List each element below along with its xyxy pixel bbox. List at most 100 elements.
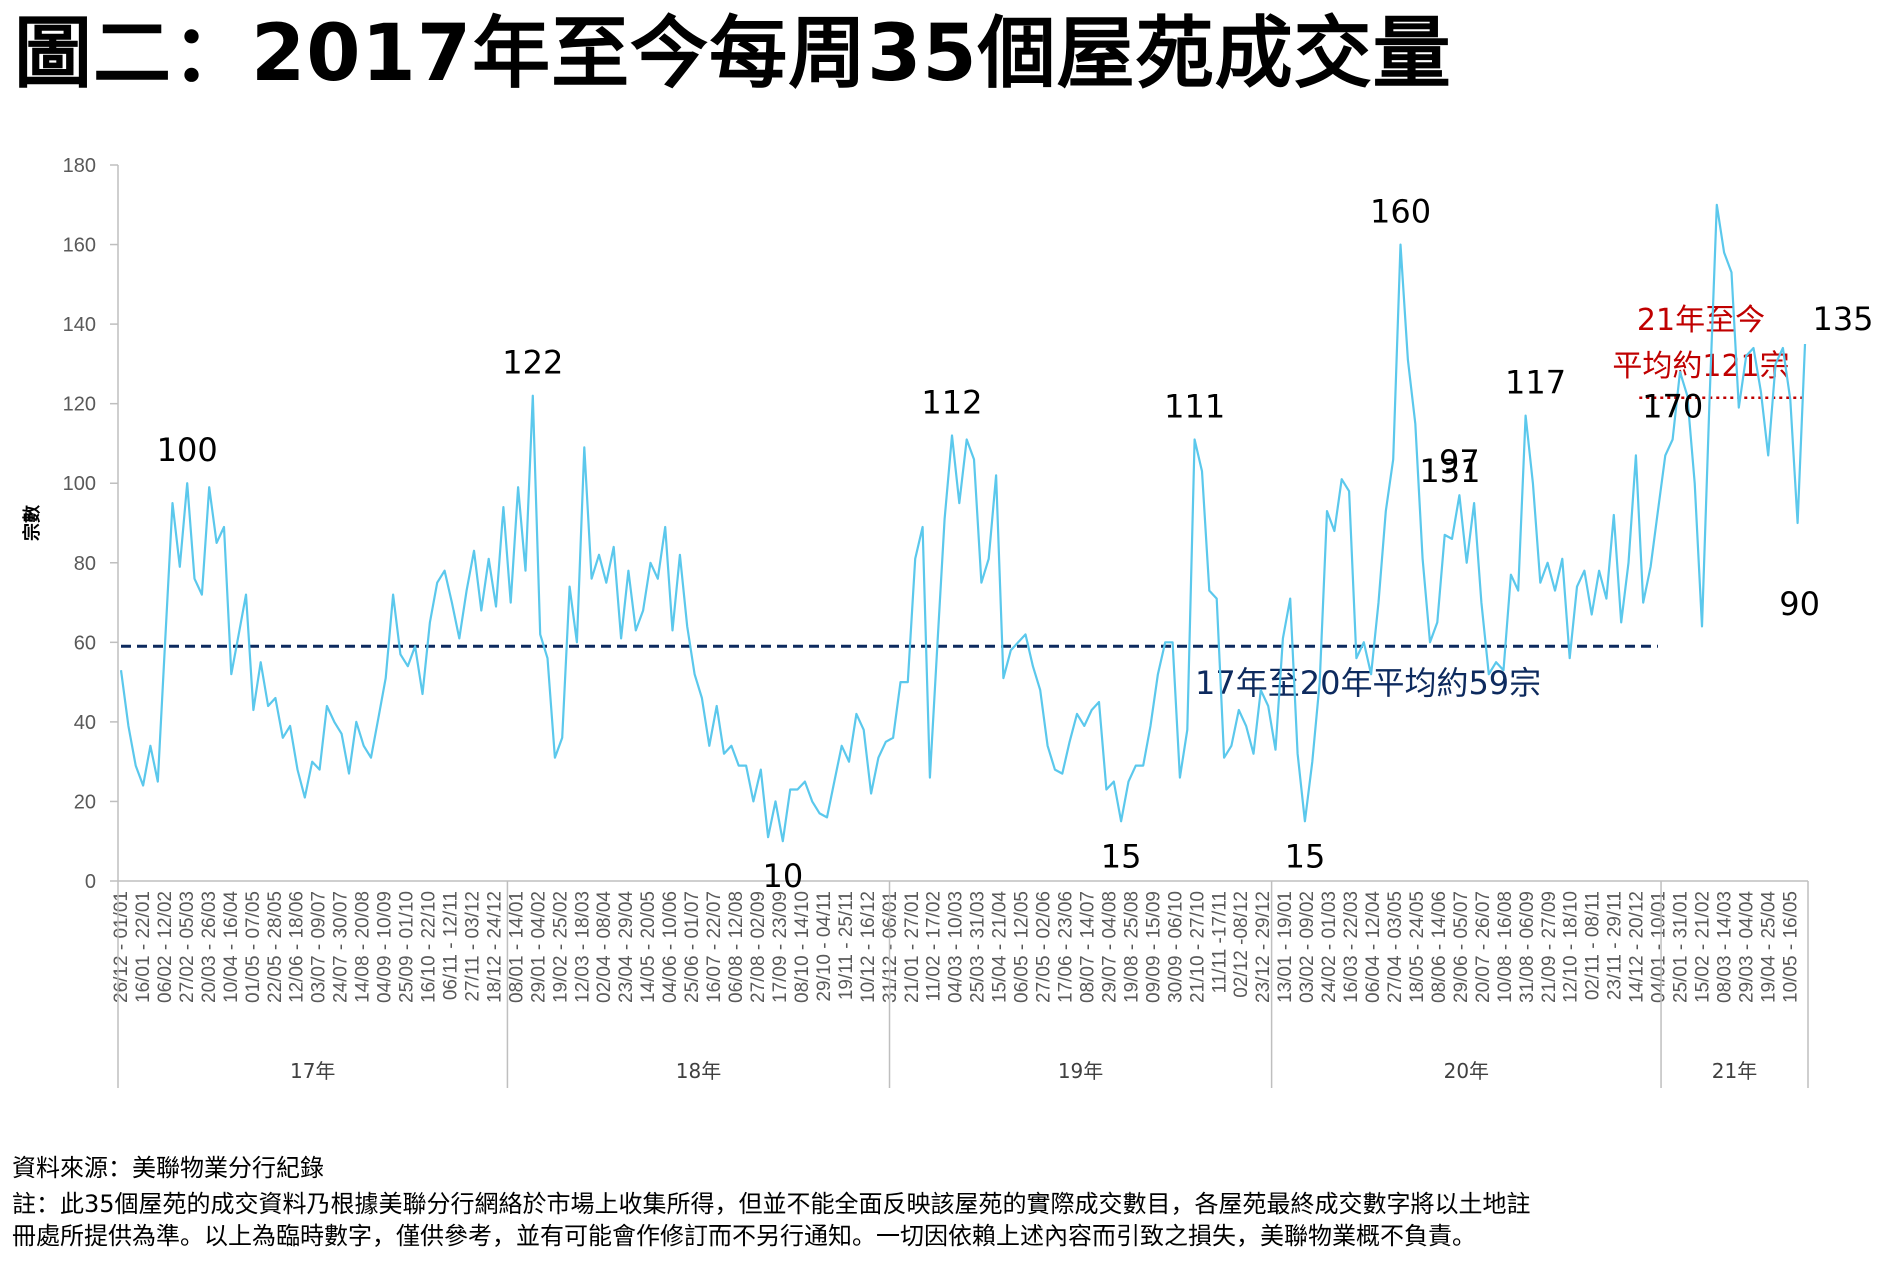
y-tick-label: 40 (74, 712, 96, 734)
data-label: 170 (1642, 387, 1703, 425)
x-tick-label: 14/08 - 20/08 (353, 891, 374, 1003)
x-tick-label: 16/10 - 22/10 (419, 891, 440, 1003)
y-tick-label: 160 (63, 235, 96, 257)
x-tick-label: 23/12 - 29/12 (1253, 891, 1274, 1003)
data-label: 90 (1779, 585, 1820, 623)
x-tick-label: 13/01 - 19/01 (1275, 891, 1296, 1003)
x-tick-label: 10/05 - 16/05 (1780, 891, 1801, 1003)
x-tick-label: 01/05 - 07/05 (243, 891, 264, 1003)
x-tick-label: 24/07 - 30/07 (331, 891, 352, 1003)
x-tick-label: 25/09 - 01/10 (397, 891, 418, 1003)
data-label: 117 (1505, 364, 1566, 402)
x-tick-label: 15/04 - 21/04 (990, 891, 1011, 1003)
x-tick-label: 08/01 - 14/01 (506, 891, 527, 1003)
x-tick-label: 20/07 - 26/07 (1473, 891, 1494, 1003)
x-tick-label: 18/12 - 24/12 (484, 891, 505, 1003)
x-tick-label: 08/03 - 14/03 (1714, 891, 1735, 1003)
x-tick-label: 21/01 - 27/01 (902, 891, 923, 1003)
series-line (119, 203, 1807, 843)
data-label: 111 (1164, 387, 1225, 425)
x-tick-label: 10/12 - 16/12 (858, 891, 879, 1003)
x-tick-label: 19/08 - 25/08 (1121, 891, 1142, 1003)
x-tick-label: 31/12 - 06/01 (880, 891, 901, 1003)
x-tick-label: 19/04 - 25/04 (1758, 891, 1779, 1003)
x-tick-label: 11/02 - 17/02 (924, 891, 945, 1002)
x-tick-label: 06/11 - 12/11 (440, 891, 461, 1000)
y-tick-label: 0 (85, 871, 96, 893)
x-tick-label: 30/09 - 06/10 (1165, 891, 1186, 1003)
x-tick-label: 16/03 - 22/03 (1341, 891, 1362, 1003)
x-tick-label: 14/12 - 20/12 (1627, 891, 1648, 1003)
data-label: 122 (502, 344, 563, 382)
x-tick-label: 29/01 - 04/02 (528, 891, 549, 1003)
x-tick-label: 27/04 - 03/05 (1385, 891, 1406, 1003)
x-tick-label: 06/04 - 12/04 (1363, 891, 1384, 1003)
x-tick-label: 29/03 - 04/04 (1736, 891, 1757, 1003)
y-tick-label: 120 (63, 394, 96, 416)
average-label-2021-line1: 21年至今 (1637, 303, 1765, 338)
x-tick-label: 03/07 - 09/07 (309, 891, 330, 1003)
x-tick-label: 08/06 - 14/06 (1429, 891, 1450, 1003)
x-tick-label: 12/06 - 18/06 (287, 891, 308, 1003)
x-tick-label: 29/10 - 04/11 (814, 891, 835, 1002)
disclaimer-line-1: 註：此35個屋苑的成交資料乃根據美聯分行網絡於市場上收集所得，但並不能全面反映該… (12, 1190, 1531, 1218)
x-tick-label: 21/09 - 27/09 (1539, 891, 1560, 1003)
x-tick-label: 19/11 - 25/11 (836, 891, 857, 1000)
data-label: 97 (1439, 443, 1480, 481)
average-label-2017-2020: 17年至20年平均約59宗 (1195, 664, 1541, 702)
x-tick-label: 25/06 - 01/07 (682, 891, 703, 1003)
x-tick-label: 08/10 - 14/10 (792, 891, 813, 1003)
y-tick-label: 100 (63, 473, 96, 495)
x-tick-label: 27/11 - 03/12 (462, 891, 483, 1002)
x-tick-label: 12/10 - 18/10 (1561, 891, 1582, 1003)
y-axis-title: 宗數 (21, 505, 43, 541)
x-tick-label: 24/02 - 01/03 (1319, 891, 1340, 1003)
x-tick-label: 17/06 - 23/06 (1056, 891, 1077, 1003)
x-tick-label: 17/09 - 23/09 (770, 891, 791, 1003)
x-tick-label: 18/05 - 24/05 (1407, 891, 1428, 1003)
x-tick-label: 19/02 - 25/02 (550, 891, 571, 1003)
x-tick-label: 04/03 - 10/03 (946, 891, 967, 1003)
x-tick-label: 10/04 - 16/04 (221, 891, 242, 1003)
data-label: 100 (157, 431, 218, 469)
x-tick-label: 09/09 - 15/09 (1143, 891, 1164, 1003)
x-tick-label: 21/10 - 27/10 (1187, 891, 1208, 1003)
x-tick-label: 23/11 - 29/11 (1605, 891, 1626, 1000)
y-tick-label: 20 (74, 791, 96, 813)
x-tick-label: 02/12 -08/12 (1231, 891, 1252, 998)
x-tick-label: 02/04 - 08/04 (594, 891, 615, 1003)
x-tick-label: 31/08 - 06/09 (1517, 891, 1538, 1003)
x-tick-label: 29/06 - 05/07 (1451, 891, 1472, 1003)
y-tick-label: 80 (74, 553, 96, 575)
year-group-label: 18年 (676, 1059, 721, 1083)
x-tick-label: 20/03 - 26/03 (199, 891, 220, 1003)
x-tick-label: 12/03 - 18/03 (572, 891, 593, 1003)
year-group-label: 20年 (1444, 1059, 1489, 1083)
x-tick-label: 25/01 - 31/01 (1671, 891, 1692, 1003)
year-group-label: 19年 (1058, 1059, 1103, 1083)
x-tick-label: 16/07 - 22/07 (704, 891, 725, 1003)
data-label: 135 (1812, 300, 1873, 338)
page-title: 圖二：2017年至今每周35個屋苑成交量 (14, 9, 1452, 99)
x-tick-label: 04/09 - 10/09 (375, 891, 396, 1003)
y-tick-label: 180 (63, 155, 96, 177)
x-tick-label: 04/01 - 10/01 (1649, 891, 1670, 1003)
x-tick-label: 22/05 - 28/05 (265, 891, 286, 1003)
data-label: 15 (1101, 837, 1142, 875)
x-tick-label: 25/03 - 31/03 (968, 891, 989, 1003)
x-tick-label: 11/11 -17/11 (1209, 891, 1230, 993)
x-tick-label: 06/05 - 12/05 (1012, 891, 1033, 1003)
x-tick-label: 03/02 - 09/02 (1297, 891, 1318, 1003)
year-group-label: 17年 (290, 1059, 335, 1083)
x-tick-label: 27/02 - 05/03 (177, 891, 198, 1003)
data-label: 112 (921, 383, 982, 421)
x-tick-label: 04/06 - 10/06 (660, 891, 681, 1003)
y-tick-label: 140 (63, 314, 96, 336)
x-tick-label: 02/11 - 08/11 (1583, 891, 1604, 1000)
average-label-2021-line2: 平均約121宗 (1612, 349, 1789, 384)
data-label: 15 (1285, 837, 1326, 875)
x-tick-label: 14/05 - 20/05 (638, 891, 659, 1003)
data-label: 131 (1419, 452, 1480, 490)
y-tick-label: 60 (74, 632, 96, 654)
